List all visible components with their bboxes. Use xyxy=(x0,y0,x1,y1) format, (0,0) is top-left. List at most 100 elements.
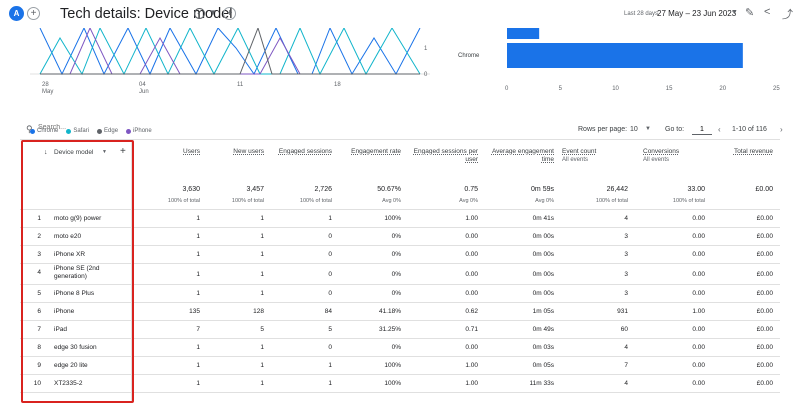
table-cell: 0.00 xyxy=(465,344,478,351)
date-range-picker[interactable]: 27 May – 23 Jun 2023 xyxy=(657,9,737,18)
device-model-cell[interactable]: iPad xyxy=(54,326,68,333)
search-icon: ⚲ xyxy=(26,124,33,134)
table-row[interactable]: 6 iPhone 135 128 84 41.18% 0.62 1m 05s 931 1.00 £0… xyxy=(20,303,780,321)
column-event-filter[interactable]: All events xyxy=(643,157,670,163)
table-row[interactable]: 5 iPhone 8 Plus 1 1 0 0% 0.00 0m 00s 3 0.00 £0.00 xyxy=(20,285,780,303)
device-model-cell[interactable]: moto e20 xyxy=(54,233,82,240)
table-row[interactable]: 10 XT2335-2 1 1 1 100% 1.00 11m 33s 4 0.00 £0.00 xyxy=(20,375,780,393)
goto-page-input[interactable] xyxy=(692,124,712,135)
legend-item-iphone[interactable]: iPhone xyxy=(126,128,152,134)
chevron-down-icon[interactable]: ▼ xyxy=(209,8,217,17)
share-icon[interactable]: < xyxy=(764,6,771,18)
series-line-safari xyxy=(39,28,421,76)
table-row[interactable]: 3 iPhone XR 1 1 0 0% 0.00 0m 00s 3 0.00 £0.00 xyxy=(20,246,780,264)
search-input[interactable] xyxy=(38,124,158,131)
table-cell: 3 xyxy=(624,290,628,297)
table-row[interactable]: 1 moto g(9) power 1 1 1 100% 1.00 0m 41s 4 0.00 £0… xyxy=(20,210,780,228)
row-index: 4 xyxy=(37,269,41,276)
column-header[interactable]: Engagement rate xyxy=(341,148,401,156)
add-dimension-button[interactable]: + xyxy=(120,146,126,157)
device-model-cell[interactable]: iPhone xyxy=(54,308,75,315)
column-header-label: New users xyxy=(233,148,264,155)
legend-dot-icon xyxy=(30,128,35,134)
device-model-cell[interactable]: iPhone SE (2nd generation) xyxy=(54,265,100,280)
table-cell: 5 xyxy=(328,326,332,333)
table-cell: 0.62 xyxy=(465,308,478,315)
table-cell: 931 xyxy=(617,308,628,315)
device-model-cell[interactable]: iPhone 8 Plus xyxy=(54,290,95,297)
column-header-label: Average engagement time xyxy=(491,148,554,163)
table-row[interactable]: 2 moto e20 1 1 0 0% 0.00 0m 00s 3 0.00 £0.00 xyxy=(20,228,780,246)
account-avatar[interactable]: A xyxy=(9,6,24,21)
column-header[interactable]: New users xyxy=(204,148,264,156)
check-icon[interactable]: ✓ xyxy=(194,8,205,19)
table-row[interactable]: 7 iPad 7 5 5 31.25% 0.71 0m 49s 60 0.00 £0.00 xyxy=(20,321,780,339)
insights-icon[interactable]: ⤴ xyxy=(782,9,793,21)
table-cell: 0.00 xyxy=(692,233,705,240)
table-cell: 1.00 xyxy=(465,362,478,369)
table-cell: 0.71 xyxy=(465,326,478,333)
table-cell: 0m 00s xyxy=(532,233,554,240)
device-model-cell[interactable]: iPhone XR xyxy=(54,251,86,258)
device-model-cell[interactable]: edge 20 lite xyxy=(54,362,88,369)
table-cell: 1 xyxy=(328,362,332,369)
row-divider xyxy=(20,263,780,264)
add-filter-button[interactable]: + xyxy=(223,7,236,20)
rows-per-page-select[interactable]: 10 xyxy=(630,126,638,133)
chevron-down-icon[interactable]: ▼ xyxy=(645,126,651,132)
row-index: 10 xyxy=(33,380,41,387)
column-header-label: Engaged sessions xyxy=(278,148,332,155)
x-tick-label: 28 xyxy=(42,82,49,88)
page-title: Tech details: Device model xyxy=(60,6,233,22)
legend-dot-icon xyxy=(126,128,132,134)
next-page-icon[interactable]: › xyxy=(780,125,783,134)
date-range-chevron-icon[interactable]: ▼ xyxy=(731,9,738,16)
device-model-header[interactable]: Device model xyxy=(54,149,94,156)
table-cell: 1 xyxy=(328,215,332,222)
column-header[interactable]: Users xyxy=(140,148,200,156)
table-row[interactable]: 4 iPhone SE (2nd generation) 1 1 0 0% 0.00 0m 0… xyxy=(20,264,780,285)
top-bar: A + Tech details: Device model ✓ ▼ + Las… xyxy=(0,0,800,28)
table-cell: 0.00 xyxy=(692,344,705,351)
add-comparison-button[interactable]: + xyxy=(27,7,40,20)
y-tick-label: 0 xyxy=(424,72,428,78)
device-model-cell[interactable]: edge 30 fusion xyxy=(54,344,97,351)
table-row[interactable]: 8 edge 30 fusion 1 1 0 0% 0.00 0m 03s 4 0.00 £0.00 xyxy=(20,339,780,357)
table-row[interactable]: 9 edge 20 lite 1 1 1 100% 1.00 0m 05s 7 0.00 £0.00 xyxy=(20,357,780,375)
column-event-filter[interactable]: All events xyxy=(562,157,589,163)
customize-report-icon[interactable]: ✎ xyxy=(745,7,755,19)
bar-x-tick-label: 25 xyxy=(773,86,780,92)
table-cell: 0.00 xyxy=(692,380,705,387)
table-cell: £0.00 xyxy=(756,344,773,351)
row-divider xyxy=(20,392,780,393)
column-header[interactable]: Engaged sessions per user xyxy=(408,148,478,164)
bar-safari[interactable] xyxy=(507,28,540,39)
column-header[interactable]: Average engagement time xyxy=(488,148,554,164)
total-subtext: Avg 0% xyxy=(535,198,554,204)
table-cell: 100% xyxy=(384,380,401,387)
total-subtext: 100% of total xyxy=(672,198,705,204)
bar-chrome[interactable] xyxy=(507,43,743,68)
legend-item-edge[interactable]: Edge xyxy=(97,128,118,134)
x-tick-label: 11 xyxy=(237,82,244,88)
total-value: 0.75 xyxy=(464,186,478,193)
row-divider xyxy=(20,374,780,375)
bar-x-tick-label: 5 xyxy=(559,86,563,92)
device-model-cell[interactable]: XT2335-2 xyxy=(54,380,83,387)
table-cell: £0.00 xyxy=(756,215,773,222)
device-model-cell[interactable]: moto g(9) power xyxy=(54,215,102,222)
table-cell: 0.00 xyxy=(692,271,705,278)
column-header[interactable]: Total revenue xyxy=(711,148,773,156)
row-index: 8 xyxy=(37,344,41,351)
sort-desc-icon[interactable]: ↓ xyxy=(44,149,48,156)
table-cell: 1 xyxy=(196,380,200,387)
legend-item-chrome[interactable]: Chrome xyxy=(30,128,58,134)
column-header[interactable]: Event count All events xyxy=(562,148,628,164)
chevron-down-icon[interactable]: ▼ xyxy=(102,149,107,155)
total-value: 2,726 xyxy=(314,186,332,193)
legend-item-safari[interactable]: Safari xyxy=(66,128,89,134)
column-header[interactable]: Conversions All events xyxy=(643,148,705,164)
column-header[interactable]: Engaged sessions xyxy=(270,148,332,156)
previous-page-icon[interactable]: ‹ xyxy=(718,125,721,134)
table-cell: 1 xyxy=(328,380,332,387)
